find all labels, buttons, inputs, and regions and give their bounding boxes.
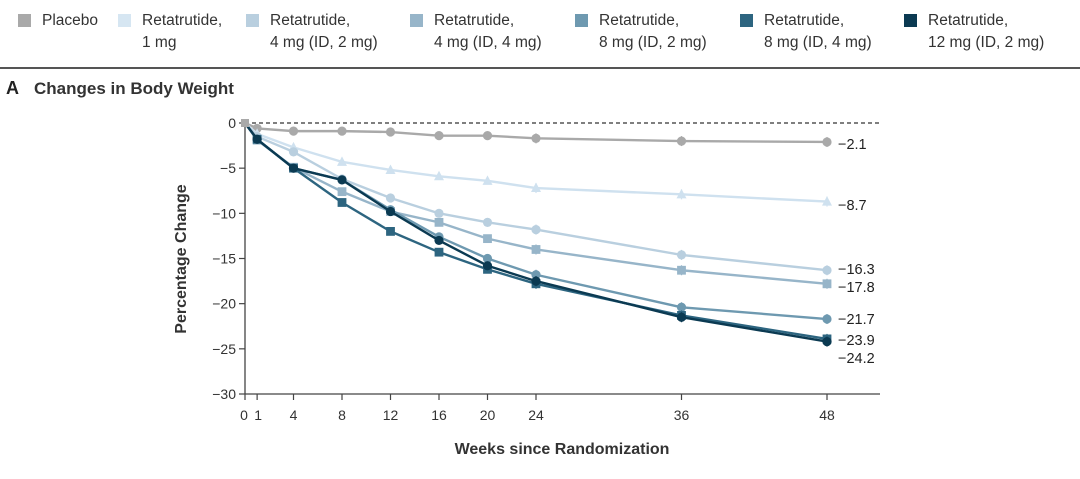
- data-point: [482, 175, 493, 185]
- data-point: [385, 193, 396, 203]
- series-line: [244, 122, 828, 203]
- data-point: [337, 156, 347, 166]
- data-point: [434, 235, 444, 246]
- data-point: [385, 127, 396, 137]
- x-tick-label: 24: [528, 407, 544, 423]
- data-point: [676, 136, 687, 146]
- series-line: [244, 122, 828, 285]
- data-point: [822, 265, 832, 275]
- data-point: [531, 224, 541, 235]
- panel-letter: A: [6, 78, 19, 98]
- legend-label: Retatrutide, 12 mg (ID, 2 mg): [928, 12, 1045, 51]
- legend-label: Retatrutide, 4 mg (ID, 4 mg): [434, 12, 542, 51]
- end-value-label: −2.1: [838, 137, 867, 153]
- end-value-label: −21.7: [838, 312, 875, 328]
- data-point: [337, 198, 347, 207]
- legend-swatch: [118, 14, 131, 27]
- data-point: [337, 175, 347, 185]
- x-tick-label: 12: [383, 407, 399, 423]
- y-tick-label: −10: [212, 205, 236, 221]
- data-point: [531, 276, 541, 286]
- data-point: [676, 312, 687, 322]
- data-point: [434, 170, 444, 181]
- data-point: [822, 137, 832, 147]
- data-point: [434, 247, 444, 257]
- end-value-label: −24.2: [838, 351, 875, 367]
- data-point: [288, 126, 299, 136]
- data-point: [531, 270, 541, 280]
- data-point: [252, 134, 262, 144]
- data-point: [385, 164, 396, 174]
- data-point: [822, 337, 832, 347]
- x-tick-label: 48: [819, 407, 835, 423]
- x-tick-label: 1: [254, 407, 262, 423]
- data-point: [482, 261, 493, 271]
- series-line: [244, 122, 828, 321]
- data-point: [483, 234, 492, 244]
- y-tick-label: −30: [212, 386, 236, 402]
- legend-label: Retatrutide, 4 mg (ID, 2 mg): [270, 12, 378, 51]
- end-value-label: −23.9: [838, 333, 875, 349]
- data-point: [386, 227, 395, 236]
- legend-label: Placebo: [42, 12, 99, 29]
- y-tick-label: −5: [220, 160, 236, 176]
- y-tick-label: −25: [212, 341, 236, 357]
- data-point: [676, 250, 687, 260]
- legend-swatch: [904, 14, 917, 27]
- data-point: [531, 245, 541, 254]
- y-tick-label: −15: [212, 251, 236, 267]
- data-point: [676, 302, 687, 312]
- data-point: [482, 217, 493, 227]
- series-line: [244, 122, 828, 343]
- legend: Placebo Retatrutide, 1 mg Retatrutide, 4 m…: [0, 0, 1080, 69]
- data-point: [434, 131, 444, 141]
- origin-point: [241, 119, 249, 127]
- series-line: [244, 122, 828, 272]
- legend-label: Retatrutide, 8 mg (ID, 4 mg): [764, 12, 872, 51]
- data-point: [531, 133, 541, 143]
- data-point: [676, 188, 687, 199]
- data-point: [482, 131, 493, 141]
- data-point: [337, 187, 347, 197]
- y-axis-label: Percentage Change: [173, 184, 190, 333]
- legend-swatch: [18, 14, 31, 27]
- end-value-label: −8.7: [838, 198, 867, 214]
- data-point: [385, 206, 396, 217]
- chart-title: Changes in Body Weight: [34, 79, 234, 98]
- y-tick-label: −20: [212, 296, 236, 312]
- x-tick-label: 4: [290, 407, 298, 423]
- legend-label: Retatrutide, 8 mg (ID, 2 mg): [599, 12, 707, 51]
- x-axis-label: Weeks since Randomization: [455, 441, 670, 458]
- legend-swatch: [410, 14, 423, 27]
- data-point: [434, 208, 444, 218]
- data-point: [822, 279, 832, 289]
- data-point: [288, 147, 299, 157]
- series-line: [244, 121, 828, 144]
- end-value-label: −16.3: [838, 262, 875, 278]
- x-tick-label: 8: [338, 407, 346, 423]
- data-point: [337, 126, 347, 136]
- x-tick-label: 20: [480, 407, 496, 423]
- legend-swatch: [575, 14, 588, 27]
- legend-swatch: [740, 14, 753, 27]
- end-value-label: −17.8: [838, 280, 875, 296]
- data-point: [822, 196, 832, 206]
- legend-swatch: [246, 14, 259, 27]
- data-point: [288, 163, 299, 173]
- data-point: [531, 182, 541, 193]
- x-tick-label: 16: [431, 407, 447, 423]
- data-point: [822, 314, 832, 324]
- x-tick-label: 0: [240, 407, 248, 423]
- y-tick-label: 0: [228, 115, 236, 131]
- x-tick-label: 36: [674, 407, 690, 423]
- data-point: [677, 265, 686, 275]
- data-point: [482, 253, 493, 264]
- data-point: [434, 217, 444, 227]
- legend-label: Retatrutide, 1 mg: [142, 12, 223, 51]
